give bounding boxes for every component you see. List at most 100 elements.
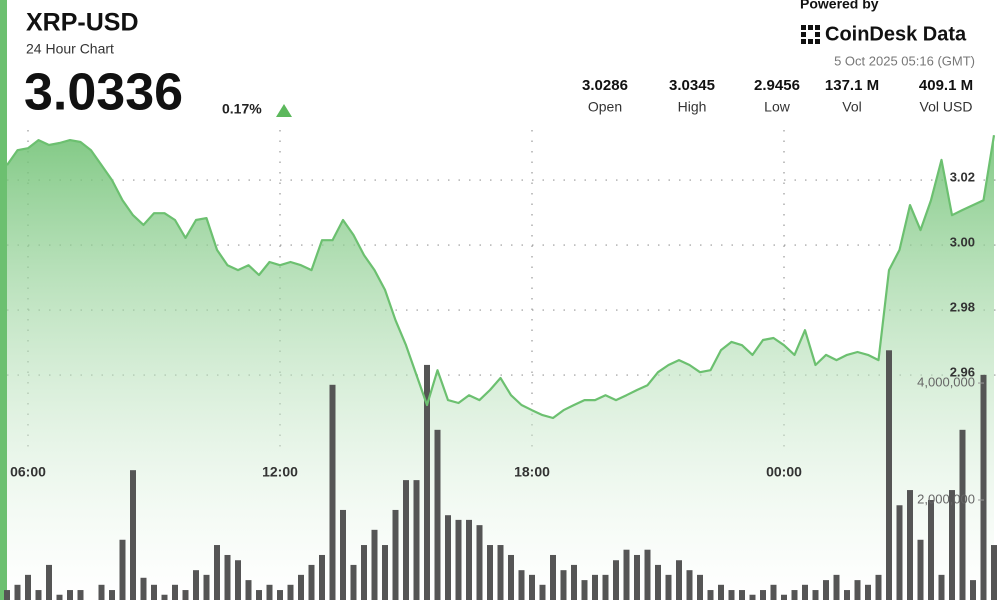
y-tick-label: 3.00 <box>950 235 975 250</box>
volume-bar <box>602 574 609 600</box>
volume-bar <box>319 554 325 600</box>
plot <box>4 130 1000 600</box>
x-tick-label: 00:00 <box>766 464 802 480</box>
volume-bar <box>938 574 945 600</box>
price-area <box>7 135 994 600</box>
volume-bar <box>56 594 63 600</box>
x-tick-label: 06:00 <box>10 464 46 480</box>
volume-bar <box>4 590 10 600</box>
volume-bar <box>844 590 850 600</box>
volume-bar <box>287 584 294 600</box>
volume-bar <box>592 574 598 600</box>
left-strip <box>0 0 7 600</box>
volume-bar <box>77 590 84 600</box>
volume-bar <box>413 480 420 600</box>
volume-bar <box>581 580 588 600</box>
volume-bar <box>350 564 357 600</box>
volume-bar <box>854 580 861 600</box>
volume-bar <box>67 590 73 600</box>
volume-bar <box>529 574 535 600</box>
volume-bar <box>823 580 829 600</box>
volume-bar <box>298 574 304 600</box>
stat-value: 409.1 M <box>919 77 973 94</box>
volume-bar <box>466 519 472 600</box>
volume-bar <box>203 574 210 600</box>
volume-bar <box>277 590 283 600</box>
volume-bar <box>665 574 672 600</box>
volume-bar <box>25 574 31 600</box>
volume-bar <box>266 584 273 600</box>
volume-bar <box>634 554 640 600</box>
volume-bar <box>245 580 252 600</box>
volume-bar <box>98 584 105 600</box>
volume-bar <box>487 545 493 600</box>
volume-bar <box>896 505 903 600</box>
volume-bar <box>676 560 682 600</box>
y-tick-label: 2.98 <box>950 300 975 315</box>
volume-bar <box>760 590 766 600</box>
volume-bar <box>214 545 220 600</box>
volume-bar <box>445 515 451 600</box>
volume-bar <box>224 554 231 600</box>
volume-bar <box>130 470 136 600</box>
volume-bar <box>35 590 42 600</box>
volume-bar <box>949 490 955 600</box>
volume-bar <box>613 560 619 600</box>
stat-value: 137.1 M <box>825 77 879 94</box>
volume-bar <box>140 577 147 600</box>
volume-bar <box>917 539 924 600</box>
volume-bar <box>833 574 840 600</box>
volume-bar <box>340 509 346 600</box>
stat-label: High <box>678 99 707 115</box>
stat-label: Vol <box>842 99 861 115</box>
volume-bar <box>907 490 913 600</box>
volume-bar <box>151 584 157 600</box>
volume-bar <box>403 480 409 600</box>
volume-bar <box>749 594 756 600</box>
volume-bar <box>560 570 567 600</box>
stats: 3.0286 Open 3.0345 High 2.9456 Low 137.1 M Vol 4… <box>582 77 973 115</box>
volume-bar <box>518 570 525 600</box>
price-line <box>6 135 996 420</box>
volume-bar <box>812 590 819 600</box>
volume-bar <box>928 500 934 600</box>
volume-bar <box>46 564 52 600</box>
volume-bar <box>392 509 399 600</box>
y-tick-label: 3.02 <box>950 170 975 185</box>
stat-label: Low <box>764 99 791 115</box>
volume-bar <box>686 570 693 600</box>
y2-tick-label: 4,000,000 <box>917 374 975 389</box>
volume-bar <box>497 545 504 600</box>
volume-bar <box>875 574 882 600</box>
volume-bar <box>802 584 808 600</box>
change: 0.17% <box>222 101 262 117</box>
x-tick-label: 18:00 <box>514 464 550 480</box>
volume-bar <box>623 549 630 600</box>
volume-bar <box>791 590 798 600</box>
volume-bar <box>718 584 724 600</box>
volume-bar <box>655 564 661 600</box>
brand: CoinDesk Data <box>825 23 967 45</box>
volume-bar <box>361 545 367 600</box>
volume-bar <box>424 364 430 600</box>
volume-bar <box>770 584 777 600</box>
up-arrow <box>276 104 292 117</box>
volume-bar <box>550 554 556 600</box>
stat-label: Vol USD <box>920 99 973 115</box>
stat-value: 3.0286 <box>582 77 628 94</box>
volume-bar <box>455 519 462 600</box>
volume-bar <box>571 564 577 600</box>
volume-bar <box>182 590 189 600</box>
volume-bar <box>329 384 336 600</box>
y2-tick-label: 2,000,000 <box>917 491 975 506</box>
volume-bar <box>434 429 441 600</box>
x-tick-label: 12:00 <box>262 464 298 480</box>
volume-bar <box>308 564 315 600</box>
volume-bar <box>728 590 735 600</box>
volume-bar <box>476 525 483 600</box>
chart-title: XRP-USD <box>26 9 139 37</box>
volume-bar <box>865 584 871 600</box>
subtitle: 24 Hour Chart <box>26 41 114 57</box>
